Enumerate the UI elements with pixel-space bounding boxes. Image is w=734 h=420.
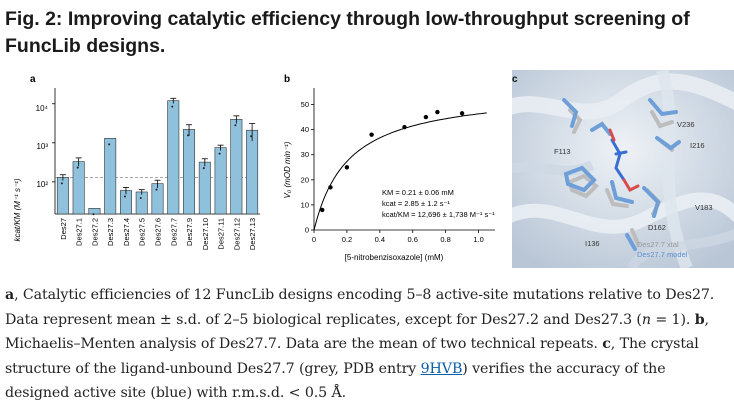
bar-des27-7 <box>167 100 180 215</box>
replicate-dot <box>123 195 126 198</box>
bar-des27-6 <box>151 183 164 215</box>
panel-c-label: c <box>512 74 518 85</box>
replicate-dot <box>187 134 190 137</box>
panel-c-legend-xtal: Des27.7 xtal <box>637 240 679 249</box>
panel-b-xtick-label: 0.2 <box>342 235 352 244</box>
panel-a-category-label: Des27.10 <box>201 218 210 250</box>
caption-a-label: a <box>5 287 15 303</box>
panel-a-category-label: Des27.13 <box>248 218 257 250</box>
data-point <box>328 185 333 190</box>
replicate-dot <box>92 213 95 216</box>
panel-b-ytick-label: 20 <box>301 175 309 184</box>
panel-a-category-label: Des27.7 <box>169 218 178 246</box>
replicate-dot <box>234 124 237 127</box>
panel-b-annotation-kcat-km: kcat/KM = 12,696 ± 1,738 M⁻¹ s⁻¹ <box>382 210 495 219</box>
bar-des27-10 <box>198 161 211 215</box>
data-point <box>423 114 429 120</box>
data-point <box>344 165 350 170</box>
panel-c-structure-drawing: V236 I216 F113 V183 D162 I136 Des27.7 xt… <box>512 70 734 268</box>
panel-b-ytick-label: 30 <box>301 150 309 159</box>
panel-a-label: a <box>30 74 36 85</box>
panel-b-xtick-label: 1.0 <box>473 235 483 244</box>
data-point <box>369 132 374 137</box>
panel-b-xtick-label: 0 <box>312 235 316 244</box>
panel-b-ylabel: V₀ (mOD min⁻¹) <box>283 141 292 198</box>
panel-b-xtick-label: 0.4 <box>375 235 385 244</box>
panel-a-ytick-1e2: 10² <box>36 180 48 189</box>
residue-label-d162: D162 <box>648 223 666 232</box>
replicate-dot <box>60 182 63 185</box>
panel-a-category-label: Des27.12 <box>232 218 241 250</box>
caption-c-text: , The crystal structure of the ligand-un… <box>5 336 699 377</box>
residue-label-i136: I136 <box>585 239 600 248</box>
bar-des27-1 <box>72 161 85 215</box>
bar-des27-3 <box>104 138 117 215</box>
panel-a-category-label: Des27.4 <box>122 218 131 246</box>
panel-a-category-label: Des27 <box>59 218 68 240</box>
panel-a-ytick-1e4: 10⁴ <box>36 104 49 113</box>
pdb-entry-link[interactable]: 9HVB <box>420 360 463 377</box>
panel-b-scatter-chart: b V₀ (mOD min⁻¹) [5-nitrobenzisoxazole] … <box>283 74 495 262</box>
data-point <box>435 109 440 115</box>
panel-a-category-label: Des27.1 <box>75 218 84 246</box>
replicate-dot <box>108 143 111 146</box>
figure-title: Fig. 2: Improving catalytic efficiency t… <box>5 8 690 57</box>
residue-label-i216: I216 <box>690 141 705 150</box>
bar-des27-13 <box>246 129 259 215</box>
replicate-dot <box>250 135 253 138</box>
bar-des27-9 <box>183 129 196 215</box>
panel-a-category-label: Des27.11 <box>217 218 226 250</box>
replicate-dot <box>202 167 205 170</box>
data-point <box>402 124 407 130</box>
bar-des27-5 <box>135 191 148 215</box>
panel-c-structure-image: V236 I216 F113 V183 D162 I136 Des27.7 xt… <box>512 70 734 268</box>
panel-c-legend-model: Des27.7 model <box>637 250 688 259</box>
bar-des27-2 <box>88 207 101 215</box>
residue-label-f113: F113 <box>554 147 571 156</box>
panel-b-xtick-label: 0.8 <box>440 235 450 244</box>
panel-b-annotation-km: KM = 0.21 ± 0.06 mM <box>382 188 454 197</box>
caption-c-tail: ) verifies the accuracy of the designed … <box>5 360 666 402</box>
replicate-dot <box>139 196 142 199</box>
residue-label-v236: V236 <box>677 120 695 129</box>
panel-c-label-wrap: c <box>512 74 518 85</box>
panel-b-ytick-label: 10 <box>301 200 309 209</box>
caption-a-text: , Catalytic efficiencies of 12 FuncLib d… <box>5 287 715 328</box>
replicate-dot <box>171 105 174 108</box>
caption-b-label: b <box>694 311 705 328</box>
panel-b-label: b <box>284 74 290 85</box>
figure-panels: a kcat/KM (M⁻¹ s⁻¹) 10⁴ 10³ 10² Des27 Des… <box>0 70 734 268</box>
replicate-dot <box>155 188 158 191</box>
panel-b-ytick-label: 40 <box>301 125 309 134</box>
caption-a-n: n <box>641 311 651 328</box>
panel-a-ytick-1e3: 10³ <box>36 142 48 151</box>
panel-b-ytick-label: 50 <box>301 100 309 109</box>
panel-b-fit-curve <box>313 112 487 231</box>
caption-c-label: c <box>602 336 611 353</box>
panel-a-category-label: Des27.3 <box>106 218 115 246</box>
bar-des27-12 <box>230 118 243 215</box>
caption-b-text: , Michaelis–Menten analysis of Des27.7. … <box>5 311 709 353</box>
figure-caption: a, Catalytic efficiencies of 12 FuncLib … <box>5 283 731 406</box>
replicate-dot <box>218 152 221 155</box>
panel-a-ylabel: kcat/KM (M⁻¹ s⁻¹) <box>13 178 22 241</box>
caption-a-tail: = 1). <box>650 311 695 328</box>
data-point <box>320 207 325 213</box>
panel-a-category-label: Des27.2 <box>90 218 99 246</box>
panel-a-bar-chart: a kcat/KM (M⁻¹ s⁻¹) 10⁴ 10³ 10² Des27 Des… <box>13 74 260 250</box>
residue-label-v183: V183 <box>695 203 713 212</box>
panel-b-xlabel: [5-nitrobenzisoxazole] (mM) <box>345 253 444 262</box>
panel-a-category-label: Des27.9 <box>185 218 194 246</box>
bar-des27 <box>56 177 69 215</box>
panel-a-category-label: Des27.5 <box>138 218 147 246</box>
panel-b-xtick-label: 0.6 <box>408 235 418 244</box>
replicate-dot <box>76 166 79 169</box>
panel-b-ytick-label: 0 <box>305 226 309 235</box>
bar-des27-11 <box>214 147 227 215</box>
panel-a-category-label: Des27.6 <box>154 218 163 246</box>
panel-b-annotation-kcat: kcat = 2.85 ± 1.2 s⁻¹ <box>382 199 450 208</box>
data-point <box>459 111 465 116</box>
